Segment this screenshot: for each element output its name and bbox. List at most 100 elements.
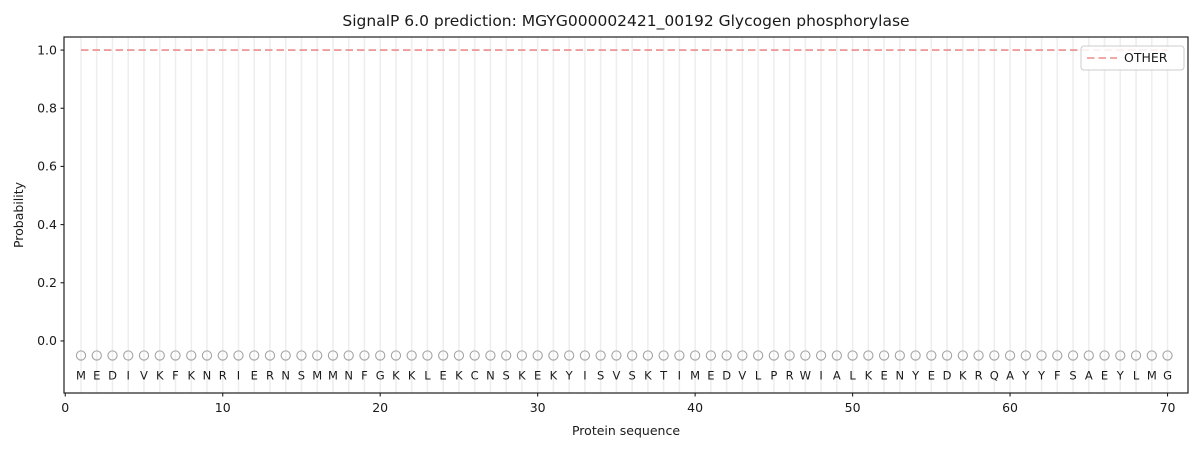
residue-marker — [170, 350, 181, 361]
residue-marker — [564, 350, 575, 361]
residue-letter: K — [392, 369, 400, 383]
residue-marker — [516, 350, 528, 361]
residue-letter: M — [690, 369, 700, 383]
x-tick-label: 30 — [530, 400, 546, 415]
residue-letter: E — [707, 369, 714, 383]
residue-letter: I — [678, 369, 681, 383]
residue-marker — [784, 350, 795, 361]
plot-spines — [63, 36, 1189, 394]
residue-marker — [1146, 350, 1157, 361]
residue-letter: E — [928, 369, 935, 383]
residue-marker — [91, 350, 102, 361]
legend-box — [1080, 45, 1185, 71]
residue-marker — [642, 350, 654, 361]
residue-marker — [737, 350, 748, 361]
y-axis-label: Probability — [11, 181, 26, 248]
residue-letter: R — [975, 369, 983, 383]
residue-marker — [1115, 350, 1126, 361]
residue-letter: S — [1069, 369, 1076, 383]
residue-marker — [800, 350, 811, 361]
x-tick-label: 0 — [61, 400, 69, 415]
residue-letter: M — [328, 369, 338, 383]
residue-marker — [123, 350, 134, 361]
residue-letter: K — [156, 369, 164, 383]
residue-letter: K — [187, 369, 195, 383]
residue-letter: I — [237, 369, 240, 383]
residue-marker — [910, 350, 921, 361]
residue-marker — [138, 350, 150, 361]
residue-marker — [1162, 350, 1173, 361]
residue-marker — [469, 350, 480, 361]
residue-marker — [721, 350, 732, 361]
residue-letter: A — [833, 369, 841, 383]
residue-letter: S — [503, 369, 510, 383]
residue-marker — [973, 350, 984, 361]
residue-marker — [107, 350, 118, 361]
residue-marker — [485, 350, 496, 361]
residue-letter: L — [1133, 369, 1140, 383]
residue-letter: D — [722, 369, 731, 383]
residue-marker — [626, 350, 638, 361]
residue-marker — [1099, 350, 1110, 361]
x-tick-label: 40 — [687, 400, 703, 415]
residue-letter: T — [659, 369, 668, 383]
y-tick-label: 0.8 — [37, 101, 57, 116]
x-tick-label: 50 — [845, 400, 861, 415]
residue-marker — [548, 350, 559, 361]
residue-letter: N — [486, 369, 495, 383]
y-tick-label: 0.2 — [37, 275, 57, 290]
residue-letter: M — [312, 369, 322, 383]
residue-letter: R — [219, 369, 227, 383]
residue-marker — [1083, 350, 1094, 361]
residue-marker — [1067, 350, 1079, 361]
residue-letter: L — [849, 369, 856, 383]
residue-marker — [957, 350, 968, 361]
residue-letter: F — [172, 369, 179, 383]
y-tick-label: 0.0 — [37, 333, 57, 348]
residue-letter: S — [597, 369, 604, 383]
residue-marker — [453, 350, 465, 361]
residue-letter: A — [1006, 369, 1014, 383]
residue-letter: Q — [990, 369, 999, 383]
x-tick-label: 60 — [1002, 400, 1018, 415]
residue-letter: I — [819, 369, 822, 383]
residue-letter: W — [800, 369, 811, 383]
residue-markers — [75, 350, 1173, 361]
x-axis-label: Protein sequence — [572, 423, 680, 438]
residue-letter: R — [786, 369, 794, 383]
residue-letter: V — [140, 369, 148, 383]
residue-marker — [233, 350, 244, 361]
residue-marker — [501, 350, 512, 361]
residue-letter: R — [266, 369, 274, 383]
y-tick-label: 0.6 — [37, 159, 57, 174]
residue-letter: N — [203, 369, 212, 383]
residue-letter: D — [943, 369, 952, 383]
y-tick-label: 1.0 — [37, 42, 57, 57]
residue-letter: K — [865, 369, 873, 383]
x-tick-label: 20 — [372, 400, 388, 415]
residue-letter: I — [583, 369, 586, 383]
residue-marker — [1020, 350, 1031, 361]
residue-marker — [1052, 350, 1063, 361]
residue-marker — [878, 350, 890, 361]
residue-letter: E — [251, 369, 258, 383]
residue-marker — [75, 350, 87, 361]
residue-letter: F — [1054, 369, 1061, 383]
residue-letter: G — [376, 369, 385, 383]
residue-letter: F — [361, 369, 368, 383]
residue-marker — [595, 350, 606, 361]
gridlines — [80, 37, 1169, 393]
residue-marker — [1130, 350, 1142, 361]
residue-marker — [768, 350, 780, 361]
residue-letter: K — [518, 369, 526, 383]
residue-letter: S — [298, 369, 305, 383]
residue-letter: E — [1101, 369, 1108, 383]
residue-letter: Y — [565, 369, 574, 383]
residue-marker — [186, 350, 197, 361]
residue-marker — [674, 350, 685, 361]
residue-marker — [989, 350, 1000, 361]
residue-marker — [1004, 350, 1016, 361]
residue-marker — [343, 350, 354, 361]
residue-marker — [611, 350, 622, 361]
